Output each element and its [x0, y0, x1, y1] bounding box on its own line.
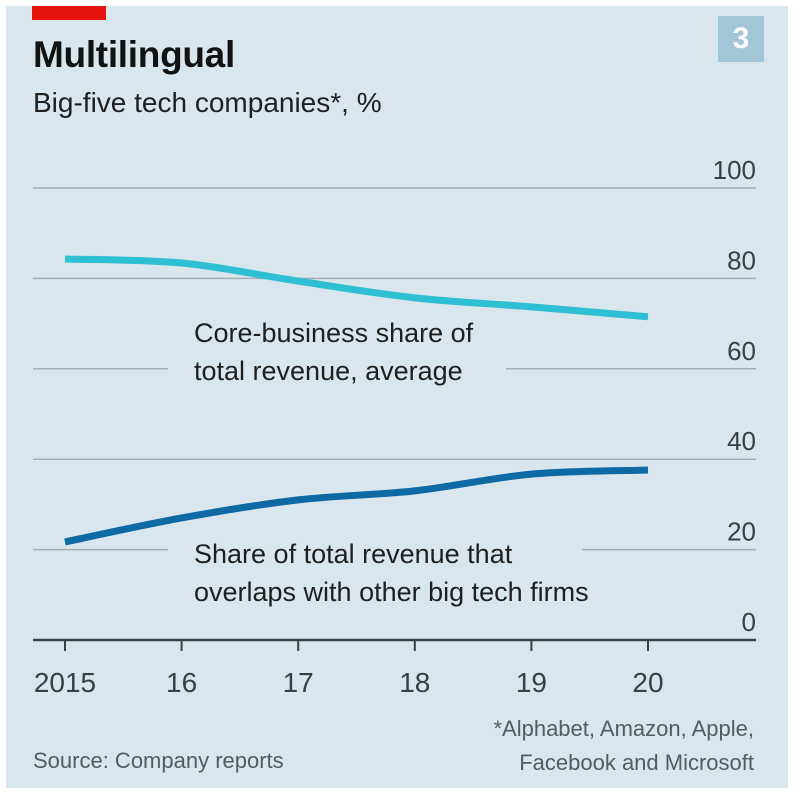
- source-note: Source: Company reports: [33, 748, 284, 773]
- y-tick-label: 100: [713, 155, 756, 185]
- x-tick-label: 17: [283, 667, 314, 698]
- series-line-core-business: [64, 255, 649, 321]
- x-tick-label: 2015: [34, 667, 96, 698]
- x-tick-label: 20: [632, 667, 663, 698]
- annotation-core-business: total revenue, average: [194, 356, 463, 386]
- series-line-overlap: [64, 466, 649, 546]
- footnote: *Alphabet, Amazon, Apple, Facebook and M…: [493, 712, 754, 780]
- annotation-overlap: overlaps with other big tech firms: [194, 577, 589, 607]
- y-tick-label: 0: [742, 607, 756, 637]
- x-tick-label: 18: [399, 667, 430, 698]
- series-lines: [64, 255, 649, 546]
- chart-panel: [6, 6, 788, 788]
- annotation-core-business: Core-business share of: [194, 318, 474, 348]
- footnote-line-2: Facebook and Microsoft: [519, 750, 754, 775]
- x-tick-label: 19: [516, 667, 547, 698]
- chart-title: Multilingual: [33, 34, 235, 75]
- x-tick-label: 16: [166, 667, 197, 698]
- y-tick-label: 20: [727, 517, 756, 547]
- x-axis: 2015 16 17 18 19 20: [33, 638, 756, 698]
- y-tick-labels: 20 40 60 80 100 0: [713, 155, 756, 637]
- chart-subtitle: Big-five tech companies*, %: [33, 87, 382, 118]
- chart-number-badge: 3: [718, 16, 764, 62]
- annotation-overlap: Share of total revenue that: [194, 539, 513, 569]
- y-tick-label: 60: [727, 336, 756, 366]
- series-annotations: Core-business share of total revenue, ave…: [194, 318, 589, 607]
- y-tick-label: 40: [727, 426, 756, 456]
- brand-red-tag: [32, 6, 106, 20]
- gridlines: [33, 187, 756, 551]
- footnote-line-1: *Alphabet, Amazon, Apple,: [493, 716, 754, 741]
- y-tick-label: 80: [727, 245, 756, 275]
